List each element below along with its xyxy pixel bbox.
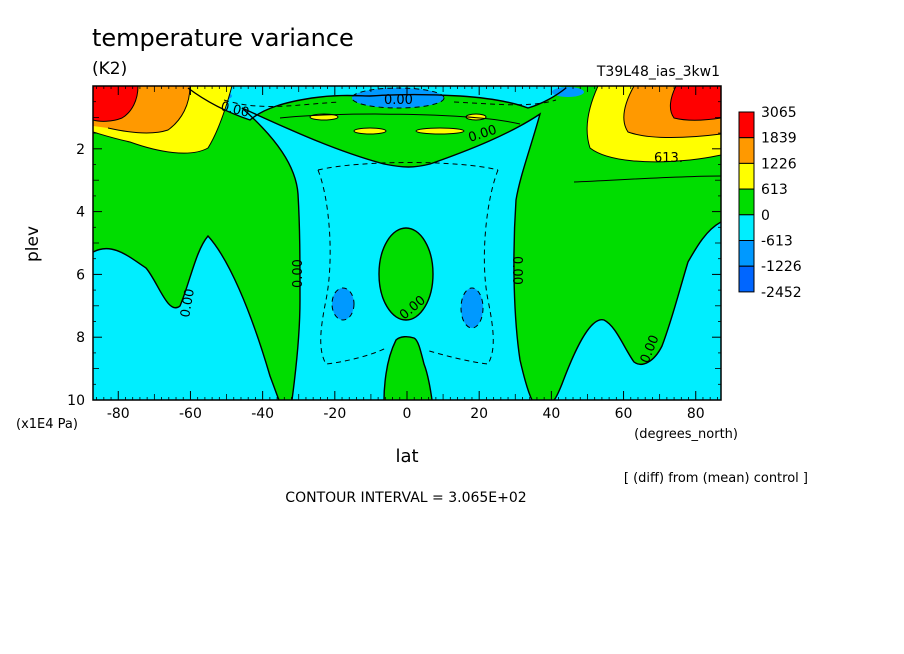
y-axis-title: plev: [23, 226, 43, 262]
x-tick-label: 20: [470, 406, 488, 422]
x-tick-label: -80: [107, 406, 130, 422]
field-cell-negative-top-nh: [552, 87, 584, 97]
positive-contours: [93, 86, 721, 183]
field-negative-top: [188, 86, 566, 120]
x-axis-title: lat: [395, 446, 418, 467]
y-tick-label: 10: [67, 393, 85, 409]
field-negative-nh-low: [554, 222, 721, 400]
contour-label: 613.: [654, 151, 683, 166]
colorbar-label: 0: [761, 208, 770, 224]
x-tick-label: 0: [403, 406, 412, 422]
axes: -80 -60 -40 -20 0 20 40 60 80 2 4 6 8 10: [67, 86, 721, 422]
colorbar-swatch: [738, 162, 755, 190]
field-cell-negative-sh: [332, 288, 354, 320]
field-equatorial-positive: [379, 228, 433, 320]
colorbar-swatch: [738, 214, 755, 242]
y-tick-label: 8: [76, 330, 85, 346]
chart-title: temperature variance: [92, 24, 354, 52]
colorbar-swatch: [738, 137, 755, 164]
colorbar: 3065 1839 1226 613 0 -613 -1226 -2452: [738, 105, 802, 301]
x-tick-label: -60: [179, 406, 202, 422]
field-lens-2: [354, 128, 386, 134]
field-max-sh-3065: [93, 86, 138, 122]
colorbar-label: 613: [761, 182, 788, 198]
colorbar-swatch: [738, 188, 755, 216]
field-cell-negative-nh: [461, 288, 483, 328]
colorbar-swatch: [738, 240, 755, 267]
contour-label: 0.00: [384, 93, 413, 108]
zero-contours: [93, 87, 721, 400]
diff-note: [ (diff) from (mean) control ]: [624, 471, 808, 486]
run-label: T39L48_ias_3kw1: [596, 64, 720, 80]
y-tick-label: 2: [76, 142, 85, 158]
colorbar-swatch: [738, 265, 755, 293]
y-tick-label: 6: [76, 267, 85, 283]
colorbar-label: 1226: [761, 156, 797, 172]
x-tick-label: 80: [687, 406, 705, 422]
field-max-nh-3065: [670, 86, 721, 121]
colorbar-label: 1839: [761, 131, 797, 147]
y-axis-units: (x1E4 Pa): [16, 417, 78, 432]
colorbar-label: -1226: [761, 259, 802, 275]
colorbar-label: 3065: [761, 105, 797, 121]
contour-plot-area: 0.00 0.00 613. 0.00 0.00 0.00 0.00 0.00 …: [93, 86, 721, 400]
x-tick-label: 40: [542, 406, 560, 422]
x-tick-label: -20: [323, 406, 346, 422]
contour-label: 0.00: [291, 259, 306, 288]
y-tick-label: 4: [76, 205, 85, 221]
x-tick-label: -40: [251, 406, 274, 422]
colorbar-swatch: [738, 111, 755, 139]
field-lens-3: [416, 128, 464, 134]
colorbar-label: -2452: [761, 285, 802, 301]
contour-label: 0.00: [219, 99, 251, 121]
units-label: (K2): [92, 59, 127, 79]
colorbar-label: -613: [761, 234, 793, 250]
field-cell-negative-top: [352, 88, 444, 108]
x-tick-label: 60: [615, 406, 633, 422]
contour-label: 0.00: [509, 256, 524, 285]
x-axis-units: (degrees_north): [634, 427, 738, 442]
negative-contours: [223, 87, 557, 365]
contour-label: 0.00: [178, 288, 198, 319]
contour-interval: CONTOUR INTERVAL = 3.065E+02: [285, 490, 526, 506]
field-negative-sh-low: [93, 236, 279, 400]
